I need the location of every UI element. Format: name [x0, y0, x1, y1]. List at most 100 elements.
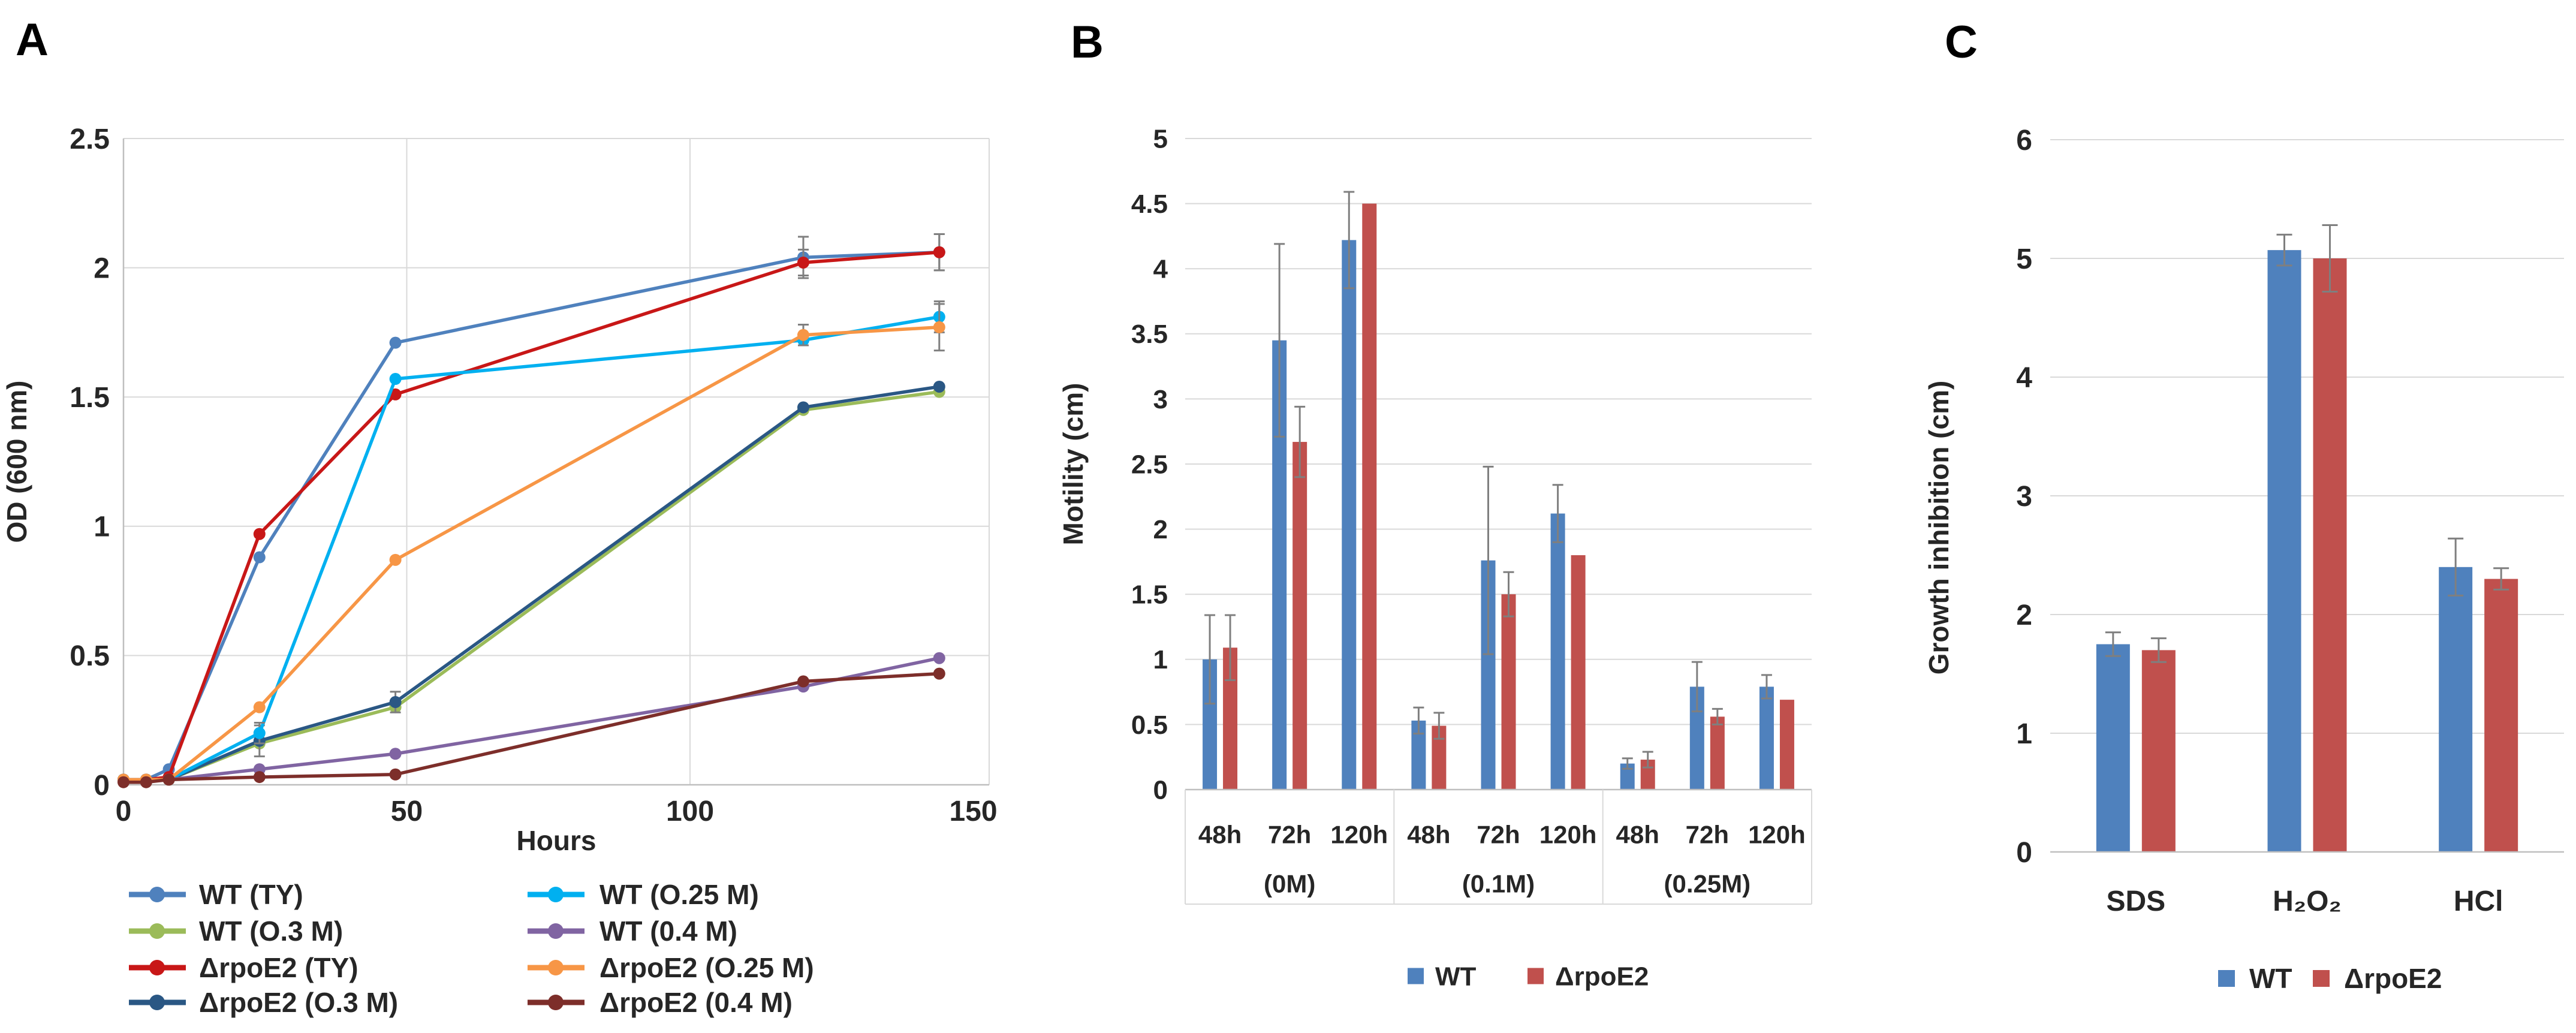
data-point	[253, 528, 266, 540]
legend-item: ΔrpoE2 (0.4 M)	[528, 987, 793, 1018]
y-axis-tick-label: 2	[2016, 600, 2032, 631]
y-axis-tick-label: 0	[94, 770, 110, 802]
y-axis-tick-label: 2	[1153, 515, 1168, 544]
legend-marker	[149, 960, 165, 975]
panel-label-b: B	[1071, 17, 1104, 68]
legend-item: ΔrpoE2 (TY)	[129, 952, 358, 983]
data-point	[389, 388, 402, 400]
legend-marker	[149, 923, 165, 939]
data-point	[140, 776, 152, 788]
y-axis-title-c: Growth inhibition (cm)	[1923, 381, 1954, 675]
bar	[2313, 258, 2347, 852]
panel-label-a: A	[16, 14, 49, 65]
legend-item: WT	[1408, 962, 1477, 991]
y-axis-tick-label: 4.5	[1131, 189, 1168, 219]
y-axis-tick-label: 2	[94, 252, 110, 284]
y-axis-tick-label: 1	[1153, 645, 1168, 674]
legend-label: ΔrpoE2	[1555, 962, 1649, 991]
legend-item: ΔrpoE2	[2313, 963, 2442, 994]
y-axis-tick-label: 5	[2016, 243, 2032, 275]
bar	[2439, 567, 2473, 852]
legend-marker	[548, 887, 564, 902]
data-point	[117, 776, 129, 788]
legend-label: ΔrpoE2 (O.3 M)	[199, 987, 398, 1018]
bar	[1342, 240, 1357, 790]
data-point	[797, 401, 809, 414]
x-axis-tick-label: 150	[949, 796, 997, 827]
y-axis-tick-label: 1.5	[1131, 580, 1168, 610]
panel-b-motility-bar-chart: B Motility (cm) 0 0.5 1 1.5 2 2.5 3 3.5 4 4.5 5 48h…	[1057, 17, 1812, 991]
series-line	[122, 315, 941, 782]
bar	[2096, 644, 2130, 852]
series-line	[122, 250, 941, 782]
legend-c: WT ΔrpoE2	[2218, 963, 2442, 994]
data-point	[933, 246, 945, 258]
legend-b: WT ΔrpoE2	[1408, 962, 1649, 991]
group-label: (0M)	[1264, 870, 1315, 898]
y-axis-tick-label: 6	[2016, 125, 2032, 156]
legend-swatch	[2313, 970, 2330, 987]
legend-label: WT	[1435, 962, 1477, 991]
legend-item: WT (0.4 M)	[528, 915, 737, 947]
data-point	[933, 652, 945, 664]
panel-a-growth-curve-chart: A OD (600 nm) Hours 0 0.5 1 1.5 2 2.5 0 50 100 15…	[1, 14, 998, 1018]
data-point	[389, 696, 402, 709]
category-label: 72h	[1477, 821, 1520, 849]
bar	[1571, 555, 1586, 790]
legend-swatch	[1527, 968, 1544, 984]
y-axis-tick-label: 5	[1153, 124, 1168, 153]
y-axis-tick-label: 0.5	[1131, 710, 1168, 740]
y-axis-tick-label: 2.5	[70, 124, 110, 155]
data-point	[797, 256, 809, 269]
data-point	[797, 329, 809, 341]
legend-marker	[548, 995, 564, 1010]
y-axis-tick-label: 3.5	[1131, 320, 1168, 349]
bar	[1710, 716, 1725, 790]
category-label: 48h	[1616, 821, 1659, 849]
legend-label: WT	[2249, 963, 2292, 994]
category-label: 72h	[1268, 821, 1311, 849]
bar	[1501, 594, 1516, 790]
category-label: H₂O₂	[2273, 886, 2342, 917]
legend-item: ΔrpoE2	[1527, 962, 1649, 991]
legend-marker	[548, 923, 564, 939]
bar	[1362, 203, 1377, 790]
x-axis-tick-label: 50	[391, 796, 423, 827]
y-axis-tick-label: 2.5	[1131, 450, 1168, 479]
category-label: 120h	[1539, 821, 1597, 849]
data-point	[389, 373, 402, 386]
data-point	[253, 551, 266, 564]
data-point	[162, 773, 175, 786]
category-label: HCl	[2454, 886, 2503, 917]
plot-area-b: 0 0.5 1 1.5 2 2.5 3 3.5 4 4.5 5 48h 72h 120h 48h 72h 120…	[1131, 124, 1812, 905]
legend-label: WT (TY)	[199, 879, 303, 910]
bar	[1292, 442, 1307, 790]
series-line	[122, 250, 941, 782]
x-axis-tick-label: 0	[116, 796, 132, 827]
data-point	[933, 667, 945, 680]
category-label: 72h	[1686, 821, 1729, 849]
y-axis-tick-label: 1	[2016, 718, 2032, 750]
legend-label: ΔrpoE2 (TY)	[199, 952, 358, 983]
bar	[1759, 686, 1774, 790]
legend-item: WT (O.3 M)	[129, 915, 343, 947]
legend-item: WT (O.25 M)	[528, 879, 759, 910]
panel-c-growth-inhibition-bar-chart: C Growth inhibition (cm) 0 1 2 3 4 5 6 SDS H₂O₂ H…	[1923, 17, 2564, 994]
legend-item: WT (TY)	[129, 879, 303, 910]
category-label: SDS	[2106, 886, 2165, 917]
data-point	[253, 701, 266, 713]
bar	[1779, 700, 1794, 790]
bar	[2484, 579, 2518, 852]
data-point	[797, 675, 809, 688]
group-label: (0.25M)	[1664, 870, 1751, 898]
category-label: 48h	[1198, 821, 1242, 849]
series-line	[122, 326, 941, 782]
y-axis-tick-label: 3	[2016, 481, 2032, 513]
legend-label: ΔrpoE2	[2344, 963, 2442, 994]
legend-swatch	[2218, 970, 2235, 987]
legend-label: WT (0.4 M)	[599, 915, 737, 947]
legend-marker	[149, 995, 165, 1010]
y-axis-tick-label: 4	[2016, 362, 2032, 394]
data-point	[389, 768, 402, 781]
